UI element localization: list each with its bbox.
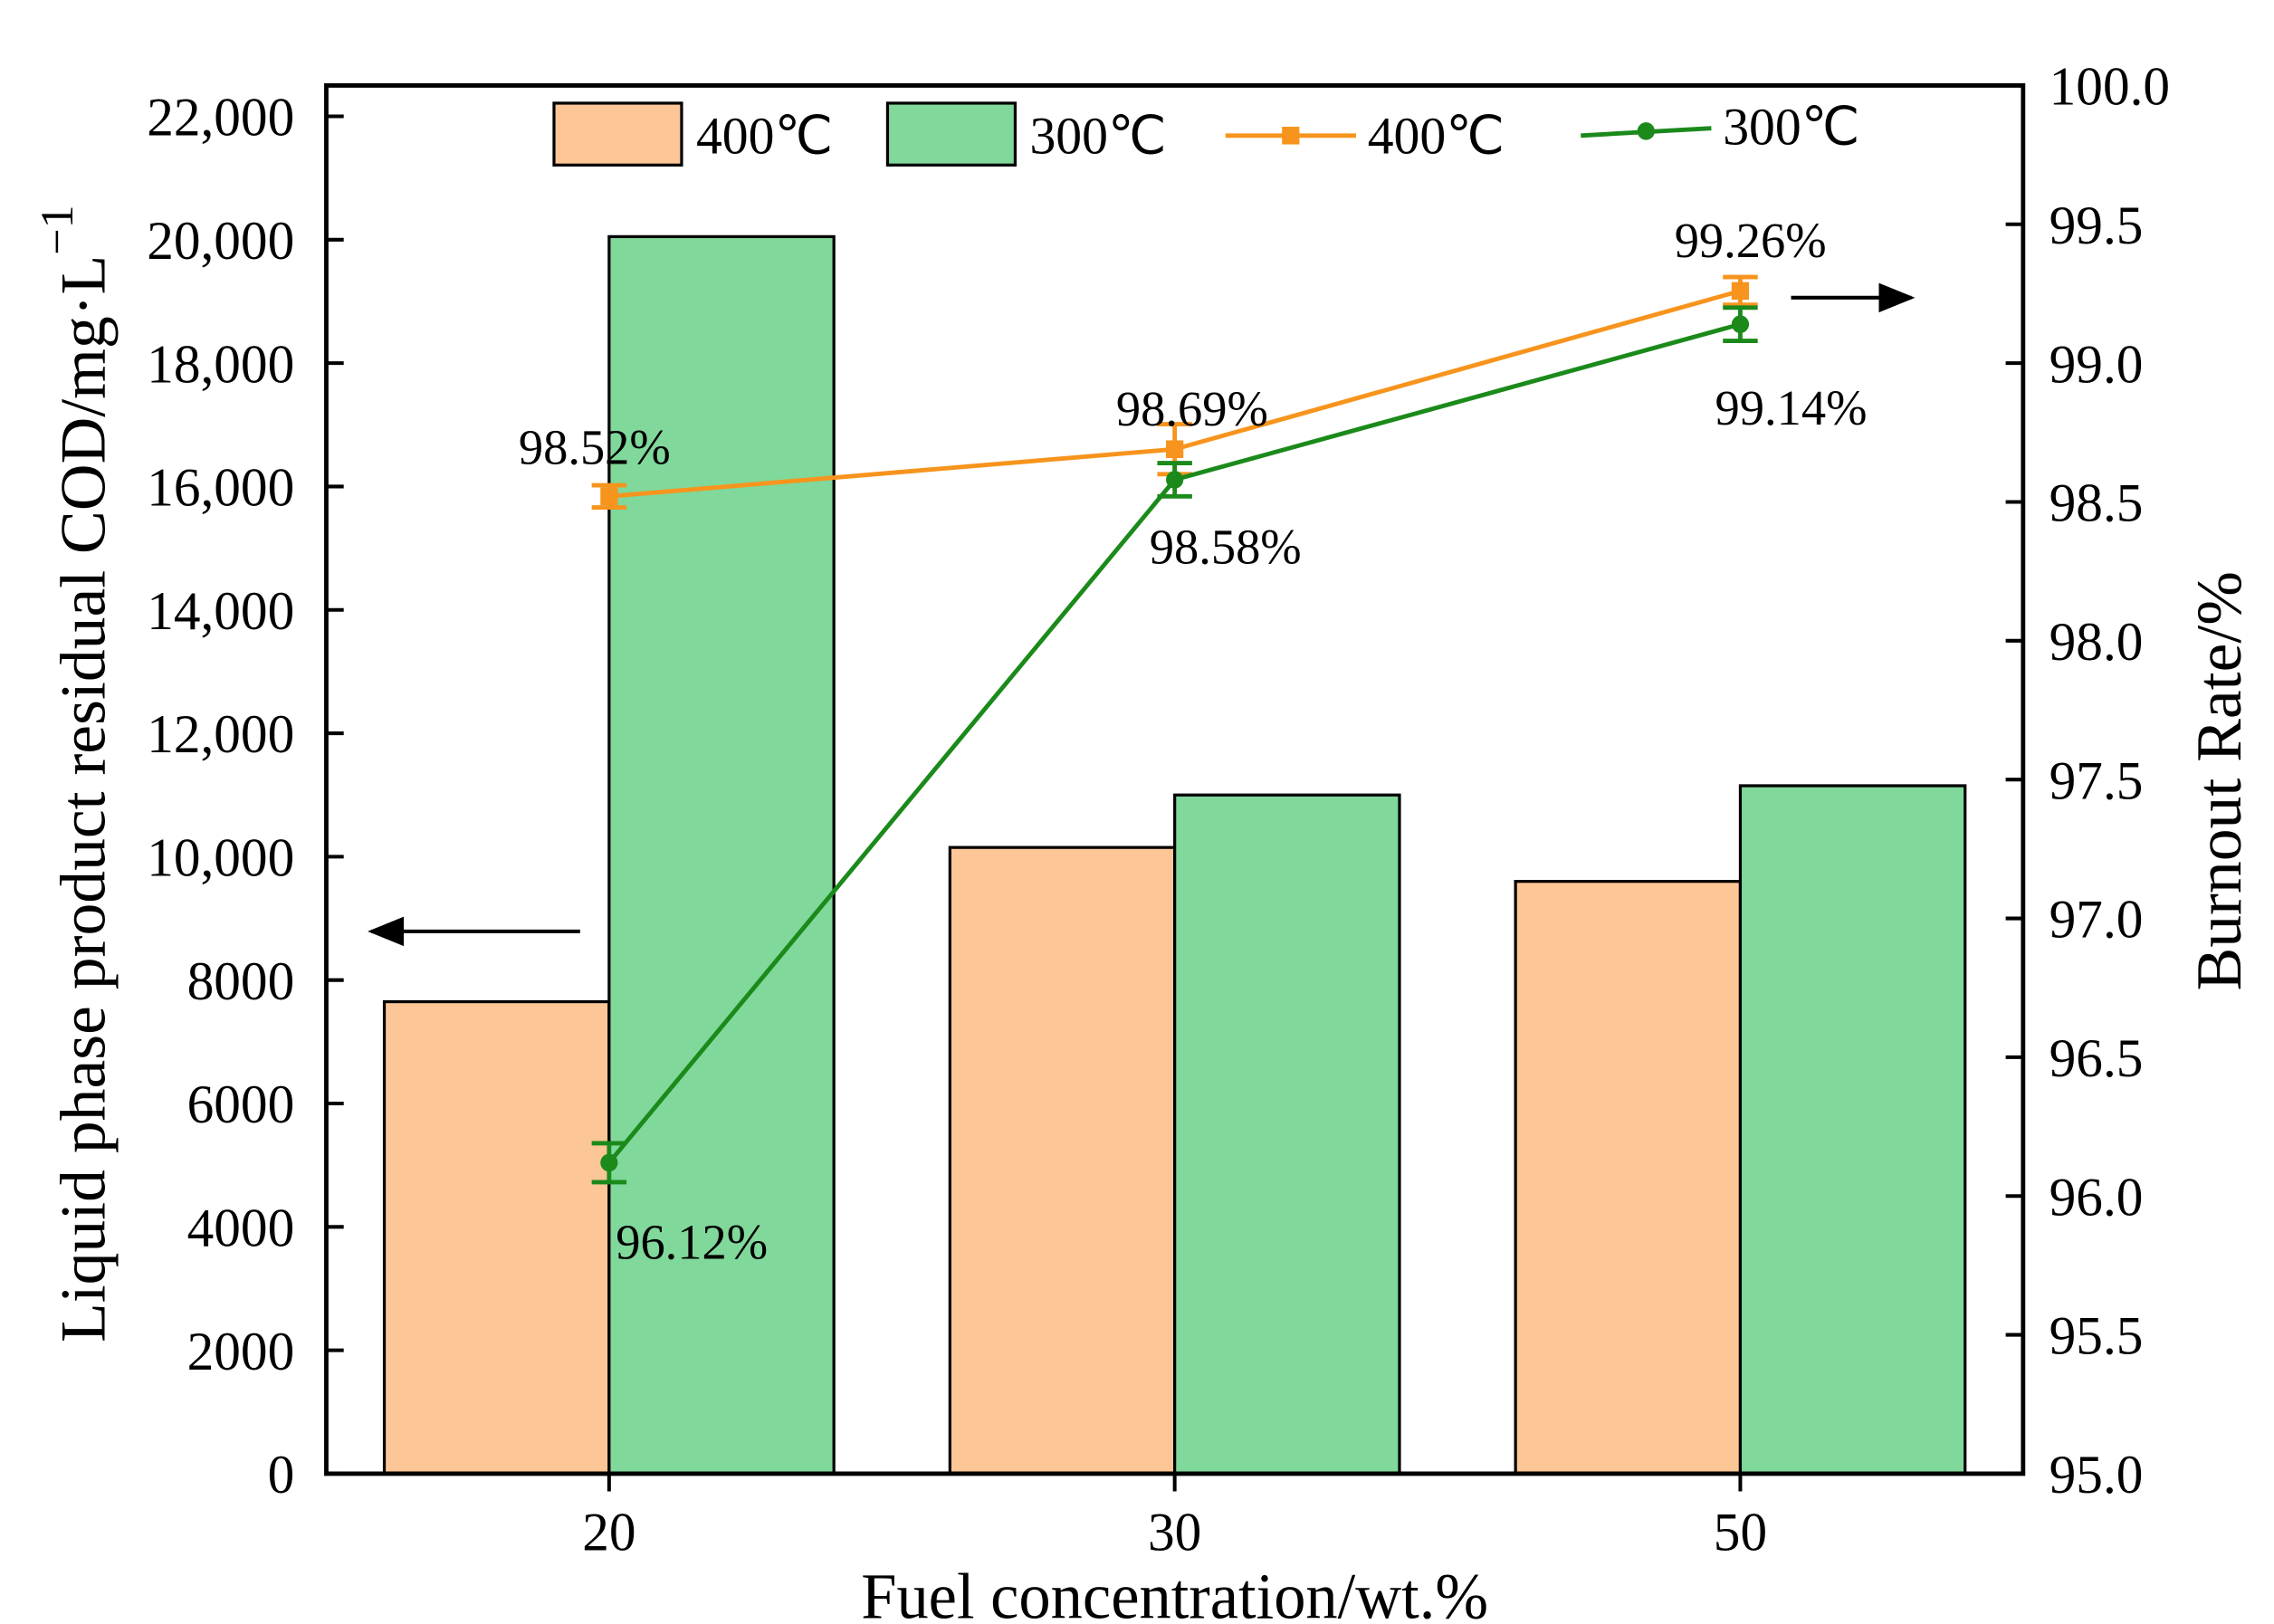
y-tick-label: 22,000 — [147, 87, 294, 148]
y-tick-label: 4000 — [187, 1198, 295, 1258]
y2-tick-label: 97.0 — [2049, 889, 2144, 950]
y2-tick-label: 100.0 — [2049, 56, 2170, 117]
y-tick-label: 6000 — [187, 1075, 295, 1135]
legend-label: 400℃ — [1368, 106, 1505, 166]
y2-tick-label: 95.0 — [2049, 1445, 2144, 1505]
y2-axis-label: Burnout Rate/% — [2185, 571, 2255, 990]
value-label: 98.58% — [1150, 519, 1302, 574]
y2-tick-label: 97.5 — [2049, 750, 2144, 811]
x-tick-label: 20 — [582, 1502, 635, 1562]
legend-label: 400℃ — [696, 106, 833, 166]
y2-tick-label: 95.5 — [2049, 1305, 2144, 1366]
value-label: 96.12% — [616, 1214, 768, 1269]
legend-label: 300℃ — [1723, 97, 1859, 157]
marker — [600, 1153, 618, 1172]
x-axis-label: Fuel concentration/wt.% — [861, 1562, 1488, 1624]
legend-swatch — [885, 101, 1018, 167]
y2-tick-label: 99.0 — [2049, 334, 2144, 395]
value-label: 99.26% — [1675, 213, 1827, 268]
y2-tick-label: 98.5 — [2049, 473, 2144, 533]
x-tick-label: 50 — [1714, 1502, 1767, 1562]
y-tick-label: 0 — [268, 1445, 295, 1505]
y-tick-label: 2000 — [187, 1321, 295, 1381]
bar — [1173, 793, 1401, 1476]
y-tick-label: 20,000 — [147, 211, 294, 272]
y-axis-label: Liquid phase product residual COD/mg·L−1 — [32, 205, 119, 1342]
plot-frame — [324, 82, 2026, 1476]
y-tick-label: 14,000 — [147, 580, 294, 641]
y-axis-label-main: Liquid phase product residual COD/mg·L — [49, 255, 119, 1342]
bar — [948, 845, 1177, 1476]
bar — [382, 999, 611, 1476]
y-tick-label: 16,000 — [147, 457, 294, 518]
legend-label: 300℃ — [1029, 106, 1166, 166]
value-label: 99.14% — [1715, 379, 1868, 435]
value-label: 98.69% — [1116, 381, 1268, 436]
marker — [1731, 282, 1750, 301]
legend-swatch — [552, 101, 683, 167]
y2-tick-label: 99.5 — [2049, 196, 2144, 256]
y-tick-label: 18,000 — [147, 334, 294, 395]
y-tick-label: 12,000 — [147, 704, 294, 765]
bar — [1738, 784, 1967, 1476]
bar — [1514, 880, 1743, 1476]
y2-tick-label: 96.5 — [2049, 1028, 2144, 1089]
y-tick-label: 10,000 — [147, 827, 294, 888]
legend-marker — [1637, 122, 1655, 140]
y2-tick-label: 98.0 — [2049, 612, 2144, 673]
marker — [600, 487, 618, 506]
value-label: 98.52% — [519, 419, 671, 474]
y-tick-label: 8000 — [187, 951, 295, 1011]
legend-marker — [1282, 127, 1300, 145]
y2-tick-label: 96.0 — [2049, 1167, 2144, 1228]
marker — [1731, 315, 1750, 333]
x-tick-label: 30 — [1148, 1502, 1201, 1562]
marker — [1166, 471, 1184, 489]
y-axis-label-sup: −1 — [32, 205, 83, 254]
bar — [607, 234, 836, 1476]
marker — [1166, 440, 1184, 458]
